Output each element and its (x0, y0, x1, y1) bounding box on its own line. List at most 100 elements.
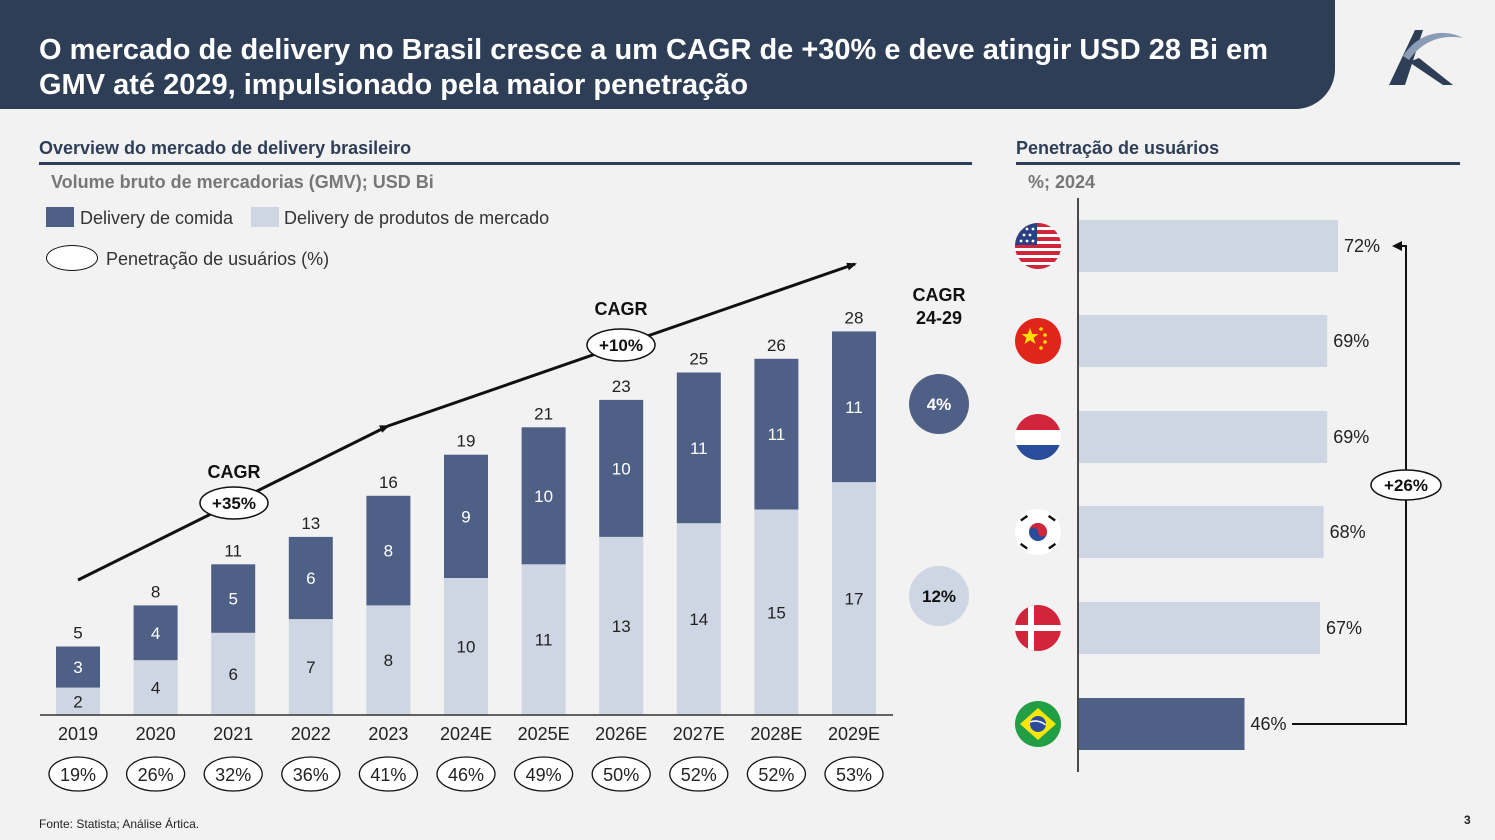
bar-grocery-value-label: 15 (767, 603, 786, 622)
penetration-ellipse (436, 756, 496, 792)
bar-food-value-label: 11 (690, 439, 708, 458)
penetration-label: 52% (681, 765, 717, 785)
bar-grocery (366, 605, 411, 715)
bar-grocery-value-label: 17 (845, 590, 864, 609)
bar-grocery-value-label: 11 (535, 631, 553, 650)
bar-food (444, 454, 488, 578)
bar-food-value-label: 8 (384, 542, 393, 561)
bar-food (521, 427, 566, 565)
bar-grocery (599, 536, 644, 715)
legend-penetration-label: Penetração de usuários (%) (106, 249, 330, 269)
x-tick-label: 2025E (518, 724, 570, 744)
penetration-label: 19% (60, 765, 96, 785)
bar-total-label: 13 (301, 514, 320, 533)
x-tick-label: 2029E (828, 724, 880, 744)
bar-food-value-label: 10 (534, 487, 553, 506)
penetration-bar (1079, 411, 1328, 463)
right-subtitle: %; 2024 (1028, 172, 1096, 192)
flag-brazil-icon (1015, 701, 1061, 747)
x-tick-label: 2019 (58, 724, 98, 744)
penetration-bar (1079, 698, 1245, 750)
bar-grocery (754, 509, 799, 715)
bar-food (599, 399, 644, 537)
penetration-bar (1079, 220, 1338, 272)
penetration-ellipse (591, 756, 651, 792)
bar-grocery-value-label: 13 (612, 617, 631, 636)
penetration-label: 32% (215, 765, 251, 785)
bar-grocery (832, 482, 876, 715)
penetration-ellipse (824, 756, 884, 792)
bar-food-value-label: 3 (73, 658, 82, 677)
bar-total-label: 11 (224, 541, 242, 560)
penetration-label: 53% (836, 765, 872, 785)
penetration-bar-label: 46% (1250, 714, 1286, 734)
bar-food-value-label: 5 (228, 590, 237, 609)
penetration-gap-value: +26% (1384, 476, 1428, 495)
cagr-2-ellipse (586, 328, 656, 362)
bar-food (676, 372, 721, 524)
flag-netherlands-icon (1015, 414, 1061, 460)
bar-food (211, 564, 256, 633)
x-tick-label: 2020 (136, 724, 176, 744)
gmv-bar-chart: 235201919%448202026%6511202132%761320223… (40, 262, 969, 792)
bar-food-value-label: 9 (461, 507, 470, 526)
x-tick-label: 2022 (291, 724, 331, 744)
penetration-label: 46% (448, 765, 484, 785)
penetration-bar-label: 68% (1330, 522, 1366, 542)
right-section-rule (1016, 162, 1460, 165)
penetration-bar-label: 72% (1344, 236, 1380, 256)
growth-trend-arrow (77, 262, 857, 582)
bar-total-label: 16 (379, 473, 398, 492)
legend-penetration-ellipse (46, 245, 98, 271)
legend-grocery-swatch (251, 207, 279, 227)
penetration-label: 26% (138, 765, 174, 785)
bar-grocery-value-label: 2 (73, 692, 82, 711)
cagr-1-ellipse (199, 486, 269, 520)
penetration-bar-chart: 72% 69% 69% 68% 67% 46% +26% (1015, 198, 1442, 772)
penetration-ellipse (513, 756, 574, 792)
bar-food (366, 495, 411, 606)
page-number: 3 (1464, 813, 1471, 827)
penetration-bar (1079, 602, 1321, 654)
flag-usa-icon (1015, 223, 1061, 269)
legend-food-swatch (46, 207, 74, 227)
right-section-title: Penetração de usuários (1016, 138, 1220, 158)
bar-total-label: 5 (73, 624, 82, 643)
bar-food (56, 646, 100, 688)
bar-grocery-value-label: 7 (306, 658, 315, 677)
penetration-gap-ellipse (1370, 469, 1442, 501)
penetration-gap-arrowhead (1392, 241, 1402, 251)
bar-food-value-label: 11 (845, 398, 863, 417)
penetration-label: 52% (758, 765, 794, 785)
penetration-ellipse (669, 756, 729, 792)
cagr-food-circle (909, 374, 969, 434)
bar-food-value-label: 10 (612, 459, 631, 478)
bar-grocery (521, 564, 566, 715)
artica-logo-icon (1389, 30, 1463, 85)
bar-food-value-label: 4 (151, 624, 160, 643)
penetration-bar-label: 69% (1333, 331, 1369, 351)
bar-total-label: 21 (534, 404, 553, 423)
bar-grocery (444, 578, 488, 715)
bar-grocery (288, 619, 333, 715)
flag-denmark-icon (1015, 605, 1061, 651)
legend-food-label: Delivery de comida (80, 208, 234, 228)
cagr-1-value: +35% (212, 494, 256, 513)
bar-grocery-value-label: 8 (384, 651, 393, 670)
penetration-bar (1079, 315, 1328, 367)
bar-grocery-value-label: 14 (689, 610, 708, 629)
bar-grocery-value-label: 4 (151, 679, 160, 698)
bar-total-label: 26 (767, 336, 786, 355)
cagr-24-29-title-line2: 24-29 (916, 308, 962, 328)
bar-grocery-value-label: 10 (457, 638, 476, 657)
bar-total-label: 23 (612, 377, 631, 396)
penetration-ellipse (203, 756, 263, 792)
bar-grocery (211, 632, 256, 715)
bar-grocery (56, 687, 100, 715)
x-tick-label: 2026E (595, 724, 647, 744)
bar-grocery (133, 660, 178, 715)
left-subtitle: Volume bruto de mercadorias (GMV); USD B… (51, 172, 434, 192)
x-tick-label: 2024E (440, 724, 492, 744)
bar-total-label: 25 (689, 350, 708, 369)
bar-food (133, 605, 178, 661)
